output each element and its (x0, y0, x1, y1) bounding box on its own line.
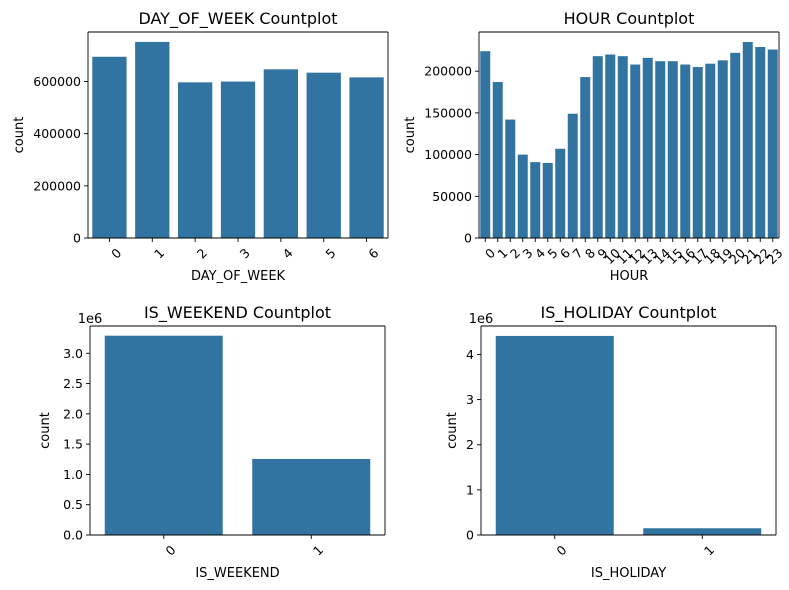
x-tick-label: 5 (322, 245, 338, 261)
y-tick-label: 3.0 (63, 346, 83, 361)
y-tick-label: 2.5 (63, 376, 83, 391)
y-axis-label: count (38, 412, 53, 449)
y-tick-label: 0.5 (63, 497, 83, 512)
y-tick-label: 100000 (424, 147, 472, 162)
x-axis-label: DAY_OF_WEEK (191, 269, 286, 284)
bar-21 (742, 42, 753, 239)
bar-1 (643, 528, 762, 535)
y-tick-label: 400000 (33, 126, 81, 141)
y-axis-label: count (12, 117, 27, 154)
bar-9 (592, 56, 603, 238)
y-tick-label: 2.0 (63, 406, 83, 421)
x-tick-label: 1 (151, 245, 167, 261)
chart-title: IS_WEEKEND Countplot (144, 303, 331, 323)
chart-title: IS_HOLIDAY Countplot (541, 303, 717, 323)
bar-2 (178, 82, 213, 238)
bar-23 (767, 49, 778, 239)
bar-22 (755, 47, 766, 239)
y-axis-label: count (445, 412, 460, 449)
y-axis-offset-label: 1e6 (469, 312, 494, 327)
x-tick-label: 4 (280, 245, 296, 261)
x-tick-label: 2 (194, 245, 210, 261)
bar-6 (555, 148, 566, 238)
bar-5 (542, 162, 553, 238)
bar-0 (495, 335, 614, 535)
y-tick-label: 1.0 (63, 467, 83, 482)
x-tick-label: 0 (162, 542, 178, 558)
bar-6 (349, 77, 384, 239)
x-tick-label: 1 (701, 542, 717, 558)
chart-title: DAY_OF_WEEK Countplot (138, 9, 337, 29)
y-tick-label: 0 (464, 231, 472, 246)
is-holiday-countplot: 0 1 2 3 4 0 1 IS_HOLIDAY Countplot IS_HOLIDAY cou… (445, 303, 777, 581)
y-tick-label: 0 (73, 231, 81, 246)
y-tick-label: 4 (466, 347, 474, 362)
bar-0 (480, 51, 491, 239)
y-tick-label: 1 (466, 482, 474, 497)
bar-18 (705, 63, 716, 238)
bar-5 (306, 72, 341, 239)
y-axis-label: count (403, 117, 418, 154)
bar-17 (692, 67, 703, 238)
y-tick-label: 3 (466, 392, 474, 407)
bar-1 (252, 458, 371, 535)
x-tick-label: 0 (108, 245, 124, 261)
x-axis-label: IS_WEEKEND (195, 566, 279, 581)
y-tick-label: 2 (466, 437, 474, 452)
bar-2 (505, 119, 516, 238)
bar-4 (530, 162, 541, 238)
y-axis-offset-label: 1e6 (78, 312, 103, 327)
x-tick-label: 3 (237, 245, 253, 261)
bar-12 (630, 64, 641, 238)
x-tick-label: 6 (365, 245, 381, 261)
y-tick-label: 200000 (33, 178, 81, 193)
bar-20 (730, 52, 741, 238)
chart-title: HOUR Countplot (564, 9, 695, 28)
x-tick-label: 1 (310, 542, 326, 558)
bar-19 (717, 60, 728, 238)
y-tick-label: 600000 (33, 74, 81, 89)
x-tick-label: 23 (764, 245, 786, 267)
hour-countplot: 0500001000001500002000000123456789101112… (403, 9, 786, 284)
bar-14 (655, 61, 666, 238)
bar-3 (517, 154, 528, 238)
bar-1 (492, 82, 503, 238)
is-weekend-countplot: 0.0 0.5 1.0 1.5 2.0 2.5 3.0 0 1 IS_WEEKEND Countp… (38, 303, 386, 581)
y-tick-label: 1.5 (63, 437, 83, 452)
y-tick-label: 200000 (424, 64, 472, 79)
y-tick-label: 150000 (424, 105, 472, 120)
y-tick-label: 0.0 (63, 528, 83, 543)
bar-15 (667, 61, 678, 238)
y-tick-label: 50000 (432, 189, 472, 204)
bar-4 (263, 69, 298, 238)
bar-3 (220, 81, 256, 238)
x-axis-label: HOUR (610, 269, 649, 284)
bar-10 (605, 54, 616, 238)
x-tick-label: 0 (553, 542, 569, 558)
bar-0 (104, 335, 223, 535)
bar-11 (617, 56, 628, 238)
bar-7 (567, 113, 578, 238)
bar-16 (680, 64, 691, 238)
y-tick-label: 0 (466, 528, 474, 543)
bar-1 (135, 41, 170, 238)
x-axis-label: IS_HOLIDAY (591, 566, 666, 581)
bar-13 (642, 57, 653, 238)
bar-8 (580, 77, 591, 238)
day-of-week-countplot: 0 200000 400000 600000 0 1 2 3 4 5 6 DAY_OF_WEEK Co… (12, 9, 389, 284)
bar-0 (92, 56, 127, 238)
